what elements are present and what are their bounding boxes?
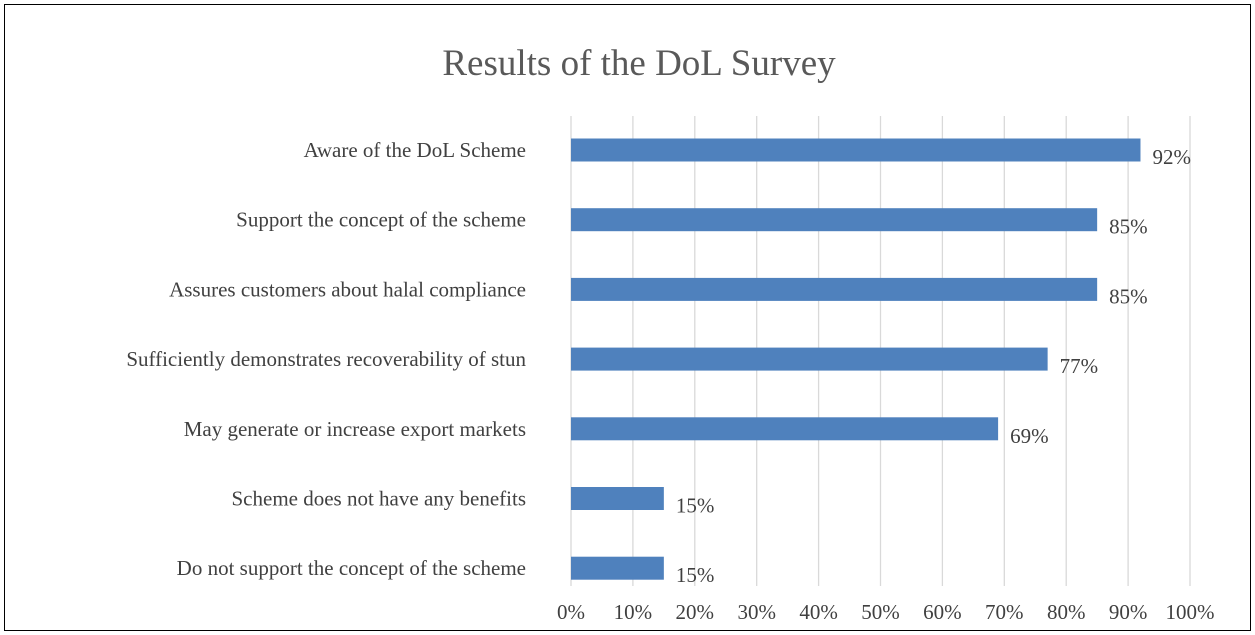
x-tick-label: 30% — [737, 600, 776, 624]
category-label: Support the concept of the scheme — [236, 208, 526, 232]
data-label: 92% — [1152, 145, 1191, 169]
data-label: 69% — [1010, 424, 1049, 448]
x-tick-label: 100% — [1166, 600, 1215, 624]
data-label: 15% — [676, 563, 715, 587]
bar — [571, 347, 1048, 371]
bar-chart: Results of the DoL Survey Aware of the D… — [126, 43, 1215, 624]
category-label: Scheme does not have any benefits — [232, 487, 527, 511]
category-labels: Aware of the DoL Scheme Support the conce… — [126, 138, 526, 580]
data-label: 77% — [1060, 354, 1099, 378]
x-tick-label: 70% — [985, 600, 1024, 624]
category-label: Do not support the concept of the scheme — [177, 556, 526, 580]
x-tick-label: 20% — [676, 600, 715, 624]
x-tick-label: 80% — [1047, 600, 1086, 624]
bars — [571, 138, 1141, 580]
x-tick-label: 50% — [861, 600, 900, 624]
x-tick-label: 90% — [1109, 600, 1148, 624]
x-tick-label: 0% — [557, 600, 585, 624]
chart-frame: Results of the DoL Survey Aware of the D… — [4, 4, 1251, 631]
data-label: 85% — [1109, 215, 1148, 239]
bar — [571, 556, 664, 580]
data-label: 85% — [1109, 284, 1148, 308]
bar — [571, 487, 664, 510]
x-tick-label: 10% — [614, 600, 653, 624]
bar — [571, 417, 999, 441]
bar — [571, 277, 1098, 301]
x-tick-label: 60% — [923, 600, 962, 624]
category-label: Aware of the DoL Scheme — [304, 138, 526, 162]
category-label: Sufficiently demonstrates recoverability… — [126, 347, 526, 371]
category-label: Assures customers about halal compliance — [169, 277, 526, 301]
bar — [571, 208, 1098, 232]
x-tick-label: 40% — [799, 600, 838, 624]
x-axis-tick-labels: 0% 10% 20% 30% 40% 50% 60% 70% 80% 90% 100% — [557, 600, 1215, 624]
data-label: 15% — [676, 494, 715, 518]
data-labels: 92% 85% 85% 77% 69% 15% 15% — [676, 145, 1191, 587]
chart-title: Results of the DoL Survey — [442, 43, 836, 84]
bar — [571, 138, 1141, 162]
category-label: May generate or increase export markets — [184, 417, 526, 441]
